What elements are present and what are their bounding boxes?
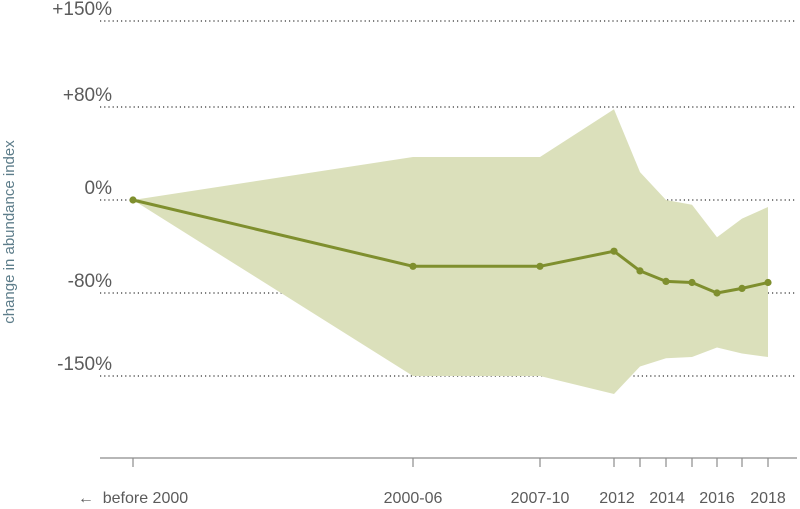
x-tick-label: 2014 xyxy=(649,490,685,507)
x-axis: ← before 2000 2000-06 2007-10 2012 2014 2016 2… xyxy=(78,457,797,507)
data-point xyxy=(713,289,721,297)
x-tick-label: 2007-10 xyxy=(511,490,570,507)
x-tick-label: 2000-06 xyxy=(384,490,443,507)
y-tick-label: -80% xyxy=(68,271,112,292)
data-point xyxy=(662,277,670,285)
y-axis-title: change in abundance index xyxy=(1,140,18,324)
x-tick-label: 2018 xyxy=(750,490,786,507)
y-tick-label: 0% xyxy=(85,178,113,199)
series-line-path xyxy=(132,198,769,295)
data-point xyxy=(764,278,772,287)
confidence-band xyxy=(133,109,768,395)
data-point xyxy=(409,262,417,270)
x-tick-label: 2012 xyxy=(599,490,635,507)
data-points xyxy=(129,196,772,297)
data-point xyxy=(610,247,618,255)
data-point xyxy=(536,262,544,270)
series-line xyxy=(132,198,769,295)
data-point xyxy=(129,196,137,204)
y-tick-labels: +150% +80% 0% -80% -150% xyxy=(52,0,112,375)
y-tick-label: +80% xyxy=(63,85,112,106)
x-tick-label: 2016 xyxy=(699,490,735,507)
confidence-band-area xyxy=(133,109,768,395)
x-tick-label: ← before 2000 xyxy=(78,490,188,507)
y-tick-label: +150% xyxy=(52,0,112,20)
data-point xyxy=(738,284,746,292)
y-tick-label: -150% xyxy=(57,354,112,375)
data-point xyxy=(636,267,644,275)
data-point xyxy=(688,278,696,287)
